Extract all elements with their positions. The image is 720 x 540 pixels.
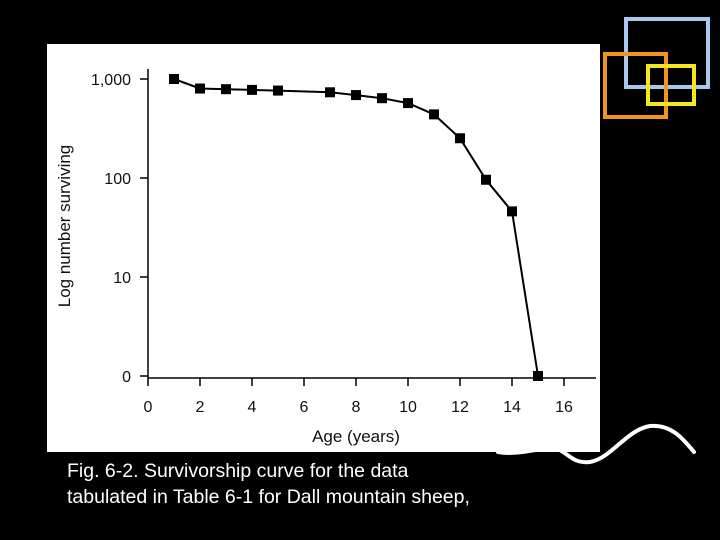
x-tick-label: 12 [451,399,469,416]
data-point-marker [221,84,231,95]
x-tick-label: 2 [196,399,205,416]
data-point-marker [351,90,361,101]
data-point-marker [247,84,257,95]
y-tick-label: 100 [104,171,131,188]
data-point-marker [195,83,205,94]
data-point-marker [455,133,465,144]
y-axis-title: Log number surviving [55,145,74,308]
x-tick-label: 14 [503,399,521,416]
y-tick-label: 1,000 [91,72,131,89]
data-point-marker [273,85,283,96]
data-point-marker [377,93,387,104]
data-point-marker [169,74,179,84]
x-tick-label: 16 [555,399,573,416]
x-tick-label: 6 [300,399,309,416]
orange-square [603,52,668,119]
y-tick-label: 0 [122,369,131,386]
figure-caption: Fig. 6-2. Survivorship curve for the dat… [67,458,667,510]
caption-line: Fig. 6-2. Survivorship curve for the dat… [67,460,409,482]
x-tick-label: 0 [144,399,153,416]
data-point-marker [481,174,491,185]
yellow-square [646,64,696,106]
data-point-marker [325,87,335,98]
x-tick-label: 8 [352,399,361,416]
data-point-marker [429,109,439,120]
data-point-marker [507,206,517,217]
chart-panel: 1,000 100 10 0 0 2 4 6 8 10 12 14 16 Age (years) Log n… [47,44,600,452]
y-tick-label: 10 [113,270,131,287]
x-tick-label: 10 [399,399,417,416]
x-axis-title: Age (years) [312,427,400,446]
data-point-marker [533,371,543,381]
data-point-marker [403,98,413,109]
survivorship-line [173,78,539,377]
caption-line: tabulated in Table 6-1 for Dall mountain… [67,486,470,508]
x-tick-label: 4 [248,399,257,416]
